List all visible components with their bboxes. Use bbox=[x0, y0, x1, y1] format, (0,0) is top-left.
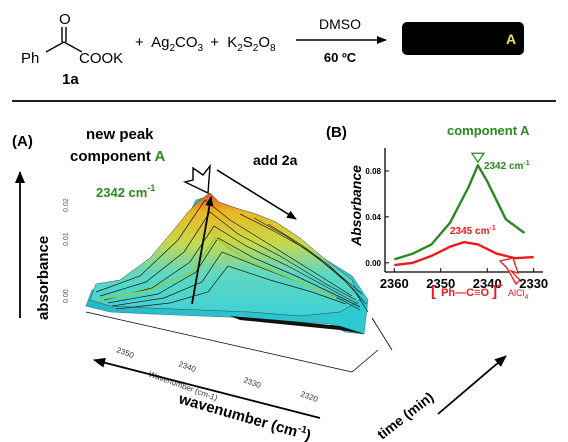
series-line-acylium bbox=[394, 240, 534, 267]
y-tick-label: 0.04 bbox=[365, 213, 381, 222]
green-peak-pointer bbox=[470, 152, 486, 164]
absorbance-axis-label: absorbance bbox=[35, 236, 52, 320]
panel-a-label: (A) bbox=[12, 133, 33, 150]
temperature-label: 60 ºC bbox=[324, 50, 357, 65]
inner-x-tick-0: 2350 bbox=[115, 345, 135, 360]
cook-label: COOK bbox=[79, 50, 123, 67]
carboxylate-bond bbox=[63, 41, 83, 53]
ag-label: Ag bbox=[151, 34, 169, 51]
red-pointer-arrow bbox=[498, 257, 521, 286]
new-peak-label: new peak bbox=[86, 126, 154, 143]
phenylglyoxylate-structure: O Ph COOK 1a bbox=[21, 11, 123, 88]
reagents: + Ag2CO3 + K2S2O8 bbox=[135, 34, 276, 55]
time-slice-lines bbox=[95, 199, 369, 313]
time-axis-arrow bbox=[437, 355, 507, 415]
series-line-component-a bbox=[393, 163, 526, 261]
ph-bond bbox=[45, 41, 65, 53]
svg-text:2342 cm-1: 2342 cm-1 bbox=[96, 183, 155, 200]
product-box bbox=[402, 22, 524, 55]
add-2a-arrow bbox=[216, 169, 297, 220]
ir-chart: 0.00 0.04 0.08 2360 2350 2340 2330 2342 cm-1 234… bbox=[365, 148, 548, 291]
bracket-right: ] bbox=[492, 283, 497, 300]
time-axis-label: time (min) bbox=[374, 389, 437, 442]
compound-1a-label: 1a bbox=[62, 71, 79, 88]
phenyl-label: Ph bbox=[21, 50, 39, 67]
y-tick-label: 0.08 bbox=[365, 167, 381, 176]
svg-text:+ Ag2CO3 +: + Ag2CO3 + K2S2O8 bbox=[135, 34, 276, 55]
acylium-plus: + bbox=[497, 281, 503, 292]
peak-wavenumber-label: 2342 cm bbox=[96, 185, 147, 200]
inner-y-tick-2: 0.02 bbox=[63, 198, 70, 212]
acylium-label: Ph—C≡O bbox=[441, 287, 489, 299]
surface-main bbox=[89, 192, 361, 317]
solvent-label: DMSO bbox=[319, 16, 361, 32]
add-2a-label: add 2a bbox=[253, 152, 298, 168]
component-a-title: component A bbox=[447, 123, 530, 138]
reaction-arrow: DMSO 60 ºC bbox=[296, 16, 387, 65]
x-tick-label: 2330 bbox=[519, 276, 548, 291]
surface-shadow bbox=[230, 316, 365, 334]
red-peak-label: 2345 cm-1 bbox=[450, 225, 496, 237]
inner-x-tick-2: 2330 bbox=[242, 375, 262, 390]
panel-b-label: (B) bbox=[326, 124, 347, 141]
reaction-scheme: O Ph COOK 1a + Ag2CO3 + K2S2O8 DMSO 60 º… bbox=[21, 11, 524, 88]
peak-growth-arrow bbox=[191, 196, 214, 305]
svg-text:[ Ph—C≡O ]+: [ Ph—C≡O ]+ AlCl4- bbox=[431, 280, 531, 301]
plus-sign-1: + bbox=[135, 34, 144, 51]
product-label: A bbox=[506, 31, 516, 47]
x-tick-label: 2340 bbox=[473, 276, 502, 291]
counterion-label: AlCl bbox=[508, 288, 525, 298]
bracket-left: [ bbox=[431, 283, 436, 300]
inner-x-tick-3: 2320 bbox=[299, 389, 319, 404]
inner-y-tick-1: 0.01 bbox=[63, 232, 70, 246]
ketone-oxygen-label: O bbox=[59, 11, 71, 28]
wavenumber-axis-arrow bbox=[93, 357, 321, 419]
component-label: component bbox=[70, 148, 151, 165]
floor-axes bbox=[85, 311, 393, 373]
x-tick-label: 2350 bbox=[426, 276, 455, 291]
inner-y-tick-0: 0.00 bbox=[63, 289, 70, 303]
svg-text:component A: component A bbox=[70, 148, 165, 165]
svg-text:wavenumber (cm-1): wavenumber (cm-1) bbox=[176, 389, 313, 442]
panel-b: (B) component A Absorbance 0.00 0.04 0.08 2… bbox=[326, 123, 548, 301]
x-tick-label: 2360 bbox=[380, 276, 409, 291]
highlight-slice bbox=[97, 236, 337, 301]
component-a-label: A bbox=[154, 148, 165, 165]
inner-x-tick-1: 2340 bbox=[177, 359, 197, 374]
absorbance-y-label: Absorbance bbox=[348, 165, 364, 247]
hollow-pointer-arrow bbox=[182, 163, 211, 195]
waterfall-surface bbox=[85, 192, 369, 335]
plus-sign-2: + bbox=[210, 34, 219, 51]
y-tick-label: 0.00 bbox=[365, 259, 381, 268]
green-peak-label: 2342 cm-1 bbox=[484, 160, 530, 172]
